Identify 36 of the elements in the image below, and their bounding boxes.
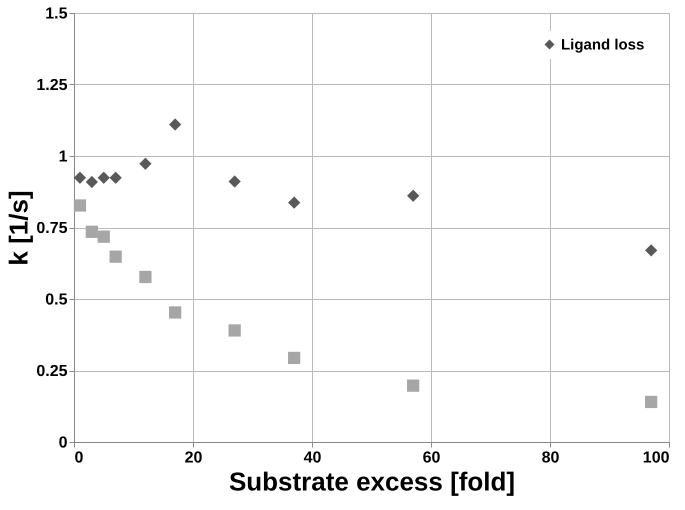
point bbox=[228, 324, 241, 337]
point bbox=[139, 158, 152, 170]
y-tick-label: 1.5 bbox=[45, 6, 68, 22]
x-tick-label: 0 bbox=[74, 450, 84, 466]
point bbox=[169, 306, 182, 319]
y-tick-label: 0 bbox=[58, 434, 68, 452]
point bbox=[288, 196, 300, 209]
x-tick-label: 100 bbox=[642, 450, 670, 466]
x-axis-title: Substrate excess [fold] bbox=[228, 466, 516, 496]
point bbox=[98, 230, 110, 243]
y-axis-title: k [1/s] bbox=[3, 190, 34, 266]
point bbox=[407, 380, 420, 392]
point bbox=[98, 172, 110, 184]
point bbox=[169, 118, 182, 131]
point bbox=[110, 172, 122, 184]
point bbox=[645, 396, 658, 408]
point bbox=[645, 244, 658, 257]
legend-label: Ligand loss bbox=[561, 36, 644, 54]
point bbox=[74, 199, 86, 212]
x-tick-label: 60 bbox=[422, 450, 440, 466]
x-tick-label: 80 bbox=[542, 450, 560, 466]
point bbox=[86, 176, 98, 188]
point bbox=[228, 175, 241, 188]
x-tick-label: 40 bbox=[304, 450, 322, 466]
point bbox=[86, 226, 98, 238]
point bbox=[74, 172, 86, 184]
point bbox=[288, 352, 300, 364]
y-tick-label: 0.25 bbox=[36, 363, 68, 380]
x-tick-label: 20 bbox=[184, 450, 202, 466]
y-tick-label: 1 bbox=[58, 148, 68, 166]
point bbox=[110, 250, 122, 263]
point bbox=[407, 190, 420, 202]
y-tick-label: 1.25 bbox=[36, 77, 68, 94]
point bbox=[139, 270, 152, 284]
y-tick-label: 0.5 bbox=[45, 292, 68, 308]
y-tick-label: 0.75 bbox=[36, 220, 68, 237]
